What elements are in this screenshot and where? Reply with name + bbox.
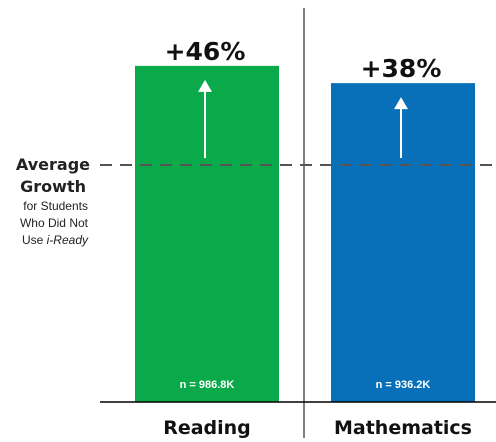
growth-arrow-head-mathematics bbox=[394, 97, 408, 110]
growth-arrow-head-reading bbox=[198, 79, 212, 92]
bar-mathematics bbox=[331, 83, 475, 403]
labels-layer: +46% n = 986.8K Reading +38% n = 936.2K Mathe… bbox=[163, 37, 472, 439]
category-label-mathematics: Mathematics bbox=[334, 417, 472, 439]
category-label-reading: Reading bbox=[163, 417, 251, 439]
bars-layer bbox=[135, 65, 475, 403]
baseline-label-italic: i-Ready bbox=[47, 233, 89, 247]
baseline-label-line3: for Students bbox=[23, 199, 88, 213]
value-label-mathematics: +38% bbox=[361, 54, 442, 83]
sample-size-reading: n = 986.8K bbox=[180, 379, 235, 391]
baseline-label-line2: Growth bbox=[20, 177, 86, 196]
bar-reading bbox=[135, 65, 279, 403]
sample-size-mathematics: n = 936.2K bbox=[376, 379, 431, 391]
baseline-label-line1: Average bbox=[16, 155, 90, 174]
value-label-reading: +46% bbox=[165, 37, 246, 66]
baseline-label-line5: Use i-Ready bbox=[22, 233, 89, 247]
baseline-label: Average Growth for Students Who Did Not … bbox=[16, 155, 90, 247]
baseline-label-line4: Who Did Not bbox=[20, 216, 89, 230]
baseline-label-prefix: Use bbox=[22, 233, 47, 247]
